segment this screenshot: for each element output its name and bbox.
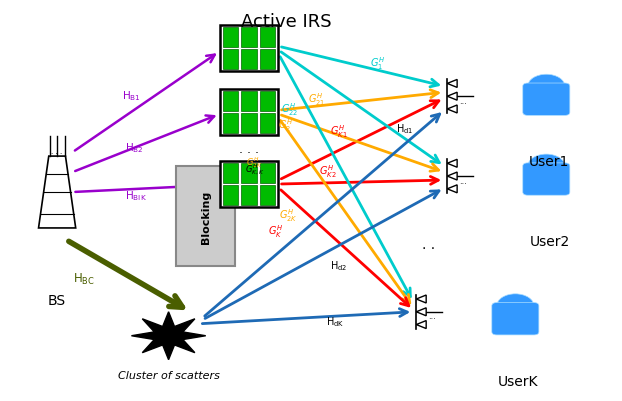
FancyBboxPatch shape: [492, 303, 539, 335]
Text: . . .: . . .: [239, 142, 259, 155]
FancyBboxPatch shape: [260, 50, 276, 70]
Text: $G_1^H$: $G_1^H$: [370, 55, 385, 72]
Polygon shape: [447, 80, 457, 88]
Text: $\rm H_{BC}$: $\rm H_{BC}$: [73, 271, 95, 286]
Polygon shape: [131, 312, 206, 360]
FancyBboxPatch shape: [522, 84, 570, 116]
Circle shape: [527, 75, 565, 99]
Text: $\rm H_{d1}$: $\rm H_{d1}$: [396, 122, 414, 136]
Text: Blocking: Blocking: [201, 190, 211, 243]
Text: $G_{2K}^H$: $G_{2K}^H$: [246, 154, 262, 169]
Polygon shape: [416, 308, 426, 316]
Polygon shape: [416, 295, 426, 303]
Text: $G_2^H$: $G_2^H$: [278, 117, 294, 134]
Polygon shape: [447, 172, 457, 180]
FancyBboxPatch shape: [522, 164, 570, 196]
FancyBboxPatch shape: [223, 92, 238, 112]
Text: ...: ...: [459, 97, 467, 105]
Text: ...: ...: [428, 312, 436, 320]
FancyBboxPatch shape: [260, 186, 276, 205]
FancyBboxPatch shape: [241, 28, 257, 48]
Polygon shape: [39, 157, 76, 229]
Text: $\rm H_{B2}$: $\rm H_{B2}$: [125, 141, 144, 154]
Text: $\rm H_{d2}$: $\rm H_{d2}$: [330, 258, 347, 272]
Text: User1: User1: [529, 155, 570, 169]
Text: . .: . .: [422, 237, 435, 251]
FancyBboxPatch shape: [241, 164, 257, 184]
FancyBboxPatch shape: [260, 114, 276, 134]
Text: $\rm H_{B1}$: $\rm H_{B1}$: [122, 89, 141, 103]
Polygon shape: [447, 185, 457, 193]
FancyBboxPatch shape: [223, 28, 238, 48]
Text: ...: ...: [459, 176, 467, 185]
Text: $G_{K}^H$: $G_{K}^H$: [267, 223, 283, 239]
FancyBboxPatch shape: [241, 50, 257, 70]
Text: $G_{K,K}^H$: $G_{K,K}^H$: [244, 162, 264, 176]
FancyBboxPatch shape: [176, 167, 235, 266]
FancyBboxPatch shape: [260, 164, 276, 184]
Text: . . .: . . .: [52, 149, 63, 155]
Polygon shape: [447, 106, 457, 114]
Text: User2: User2: [529, 234, 570, 248]
FancyBboxPatch shape: [223, 50, 238, 70]
FancyBboxPatch shape: [241, 114, 257, 134]
Circle shape: [527, 155, 565, 178]
FancyBboxPatch shape: [260, 28, 276, 48]
FancyBboxPatch shape: [223, 164, 238, 184]
FancyBboxPatch shape: [223, 186, 238, 205]
Text: $G_{K1}^H$: $G_{K1}^H$: [330, 123, 347, 140]
Polygon shape: [447, 93, 457, 101]
Text: $G_{21}^H$: $G_{21}^H$: [308, 91, 325, 108]
FancyBboxPatch shape: [241, 92, 257, 112]
Text: $G_{22}^H$: $G_{22}^H$: [281, 101, 299, 118]
Text: $G_{2K}^H$: $G_{2K}^H$: [279, 207, 297, 223]
FancyBboxPatch shape: [220, 162, 279, 207]
Text: $\rm H_{BIK}$: $\rm H_{BIK}$: [125, 188, 147, 202]
Text: Cluster of scatters: Cluster of scatters: [118, 370, 220, 380]
Text: $\rm H_{dK}$: $\rm H_{dK}$: [327, 314, 345, 328]
Text: Active IRS: Active IRS: [241, 13, 332, 31]
FancyBboxPatch shape: [260, 92, 276, 112]
FancyBboxPatch shape: [220, 90, 279, 136]
Polygon shape: [447, 160, 457, 168]
Text: $G_{K2}^H$: $G_{K2}^H$: [319, 163, 337, 180]
FancyBboxPatch shape: [241, 186, 257, 205]
Circle shape: [497, 294, 534, 318]
FancyBboxPatch shape: [220, 26, 279, 72]
Polygon shape: [416, 321, 426, 329]
Text: BS: BS: [48, 293, 66, 307]
Text: UserK: UserK: [498, 374, 539, 388]
FancyBboxPatch shape: [223, 114, 238, 134]
